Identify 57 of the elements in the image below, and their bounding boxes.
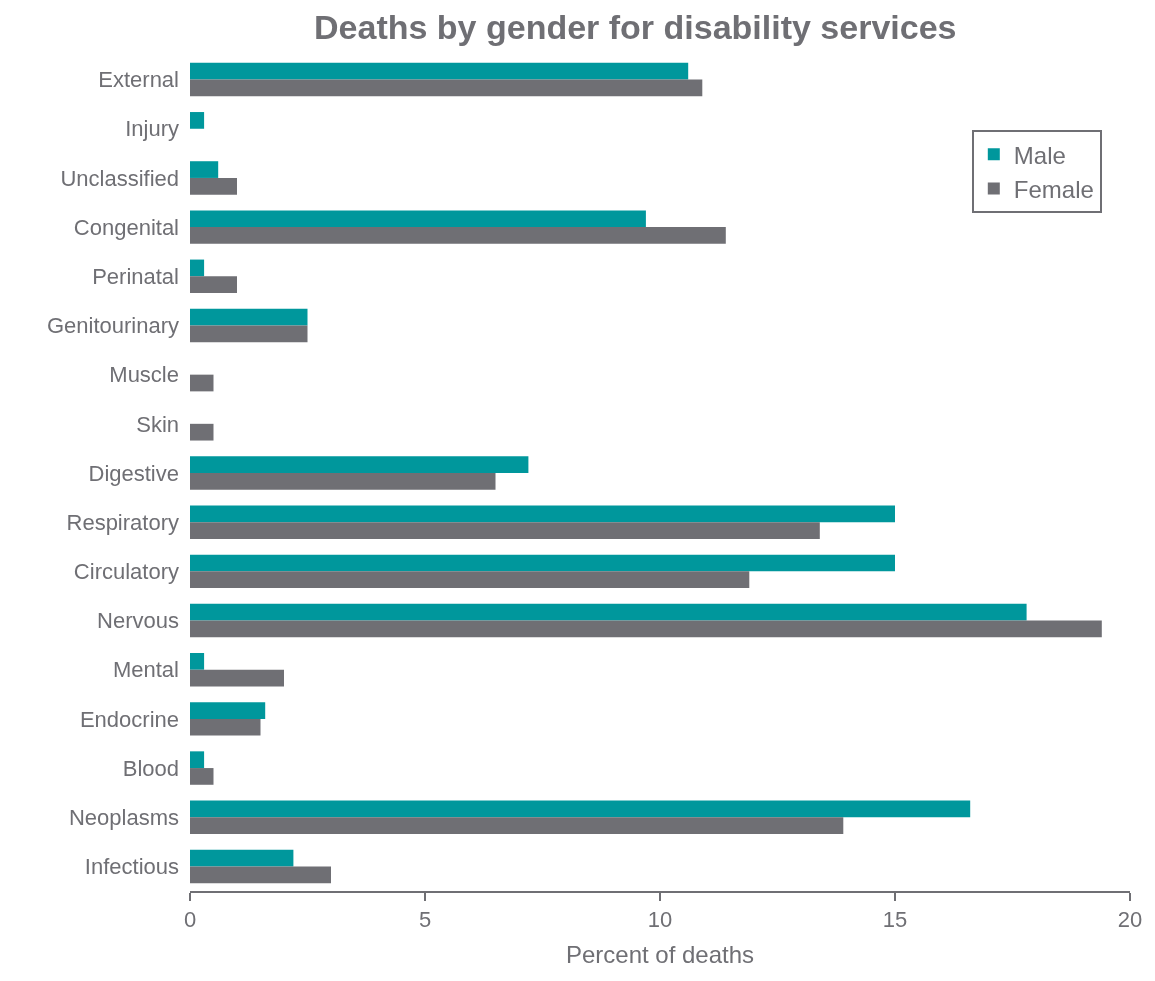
x-tick-label: 0 <box>183 907 197 933</box>
bar <box>190 210 646 228</box>
y-tick-label: Circulatory <box>73 559 179 585</box>
y-tick-label: Perinatal <box>92 263 179 289</box>
bar <box>190 702 266 719</box>
legend-label: Male <box>1013 141 1066 169</box>
bar <box>190 177 237 195</box>
y-tick-label: Injury <box>125 116 179 142</box>
bar <box>190 817 844 834</box>
legend-label: Female <box>1013 175 1094 203</box>
bar <box>190 800 971 818</box>
y-tick-label: Muscle <box>109 362 179 388</box>
y-tick-label: Nervous <box>97 608 179 634</box>
bar <box>190 456 529 473</box>
x-axis-title: Percent of deaths <box>565 941 755 969</box>
bar <box>190 718 261 736</box>
bar <box>190 308 308 326</box>
bar <box>190 522 820 539</box>
bar <box>190 259 205 277</box>
x-tick-label: 20 <box>1117 907 1143 933</box>
bar <box>190 849 294 867</box>
bar <box>190 161 219 178</box>
bar <box>190 112 205 129</box>
bar <box>190 652 205 670</box>
y-tick-label: Skin <box>136 411 179 437</box>
bar <box>190 571 750 589</box>
x-tick-label: 5 <box>418 907 432 933</box>
bar <box>190 79 703 97</box>
bar <box>190 554 895 572</box>
bar <box>190 751 205 769</box>
y-tick-label: Unclassified <box>60 165 179 191</box>
y-tick-label: Blood <box>122 755 179 781</box>
x-tick-label: 10 <box>647 907 673 933</box>
y-tick-label: Mental <box>112 657 179 683</box>
bar <box>190 620 1102 638</box>
bar <box>190 325 308 343</box>
y-tick-label: Respiratory <box>66 509 179 535</box>
y-tick-label: Endocrine <box>79 706 179 732</box>
bar <box>190 276 237 294</box>
bar <box>190 62 689 80</box>
bar <box>190 473 496 490</box>
chart-title: Deaths by gender for disability services <box>314 7 957 46</box>
y-tick-label: Neoplasms <box>68 804 179 830</box>
bar <box>190 423 214 441</box>
bar <box>190 768 214 785</box>
bar <box>190 603 1027 621</box>
y-tick-label: Infectious <box>84 854 179 880</box>
bar <box>190 669 284 687</box>
bar <box>190 866 331 884</box>
y-tick-label: Digestive <box>88 460 179 486</box>
y-tick-label: Genitourinary <box>46 313 179 339</box>
bar <box>190 505 895 523</box>
y-tick-label: Congenital <box>73 214 179 240</box>
bar <box>190 227 726 244</box>
y-tick-label: External <box>98 67 179 93</box>
x-tick-label: 15 <box>882 907 908 933</box>
bar <box>190 374 214 392</box>
